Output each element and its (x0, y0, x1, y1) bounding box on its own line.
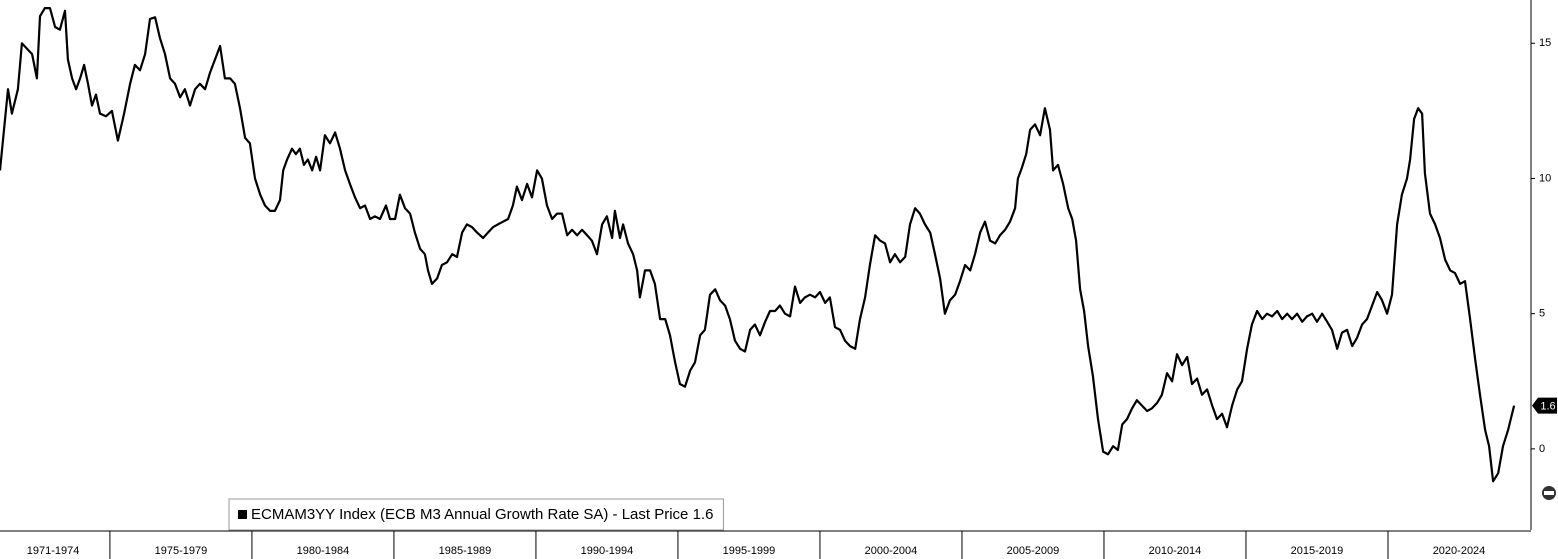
x-period-label: 1995-1999 (723, 545, 776, 557)
x-period-label: 1980-1984 (297, 545, 350, 557)
settings-icon-bar (1544, 491, 1554, 495)
y-tick-label: 5 (1539, 308, 1545, 320)
last-value-tag (1532, 397, 1557, 414)
y-tick-label: 15 (1539, 37, 1551, 49)
y-tick-label: 0 (1539, 443, 1545, 455)
plot-area (0, 7, 1516, 483)
x-period-label: 1975-1979 (155, 545, 208, 557)
legend: ECMAM3YY Index (ECB M3 Annual Growth Rat… (228, 498, 724, 531)
x-period-label: 2015-2019 (1291, 545, 1344, 557)
x-period-label: 1985-1989 (439, 545, 492, 557)
legend-label: ECMAM3YY Index (ECB M3 Annual Growth Rat… (251, 506, 713, 523)
x-period-label: 2010-2014 (1149, 545, 1202, 557)
x-period-label: 1971-1974 (27, 545, 80, 557)
x-period-label: 1990-1994 (581, 545, 634, 557)
x-period-label: 2000-2004 (865, 545, 918, 557)
y-tick-label: 10 (1539, 172, 1551, 184)
line-series (0, 7, 1516, 483)
x-period-label: 2005-2009 (1007, 545, 1060, 557)
legend-swatch (238, 510, 247, 519)
x-period-label: 2020-2024 (1433, 545, 1486, 557)
legend-box (228, 498, 724, 531)
last-value-label: 1.6 (1540, 401, 1555, 413)
